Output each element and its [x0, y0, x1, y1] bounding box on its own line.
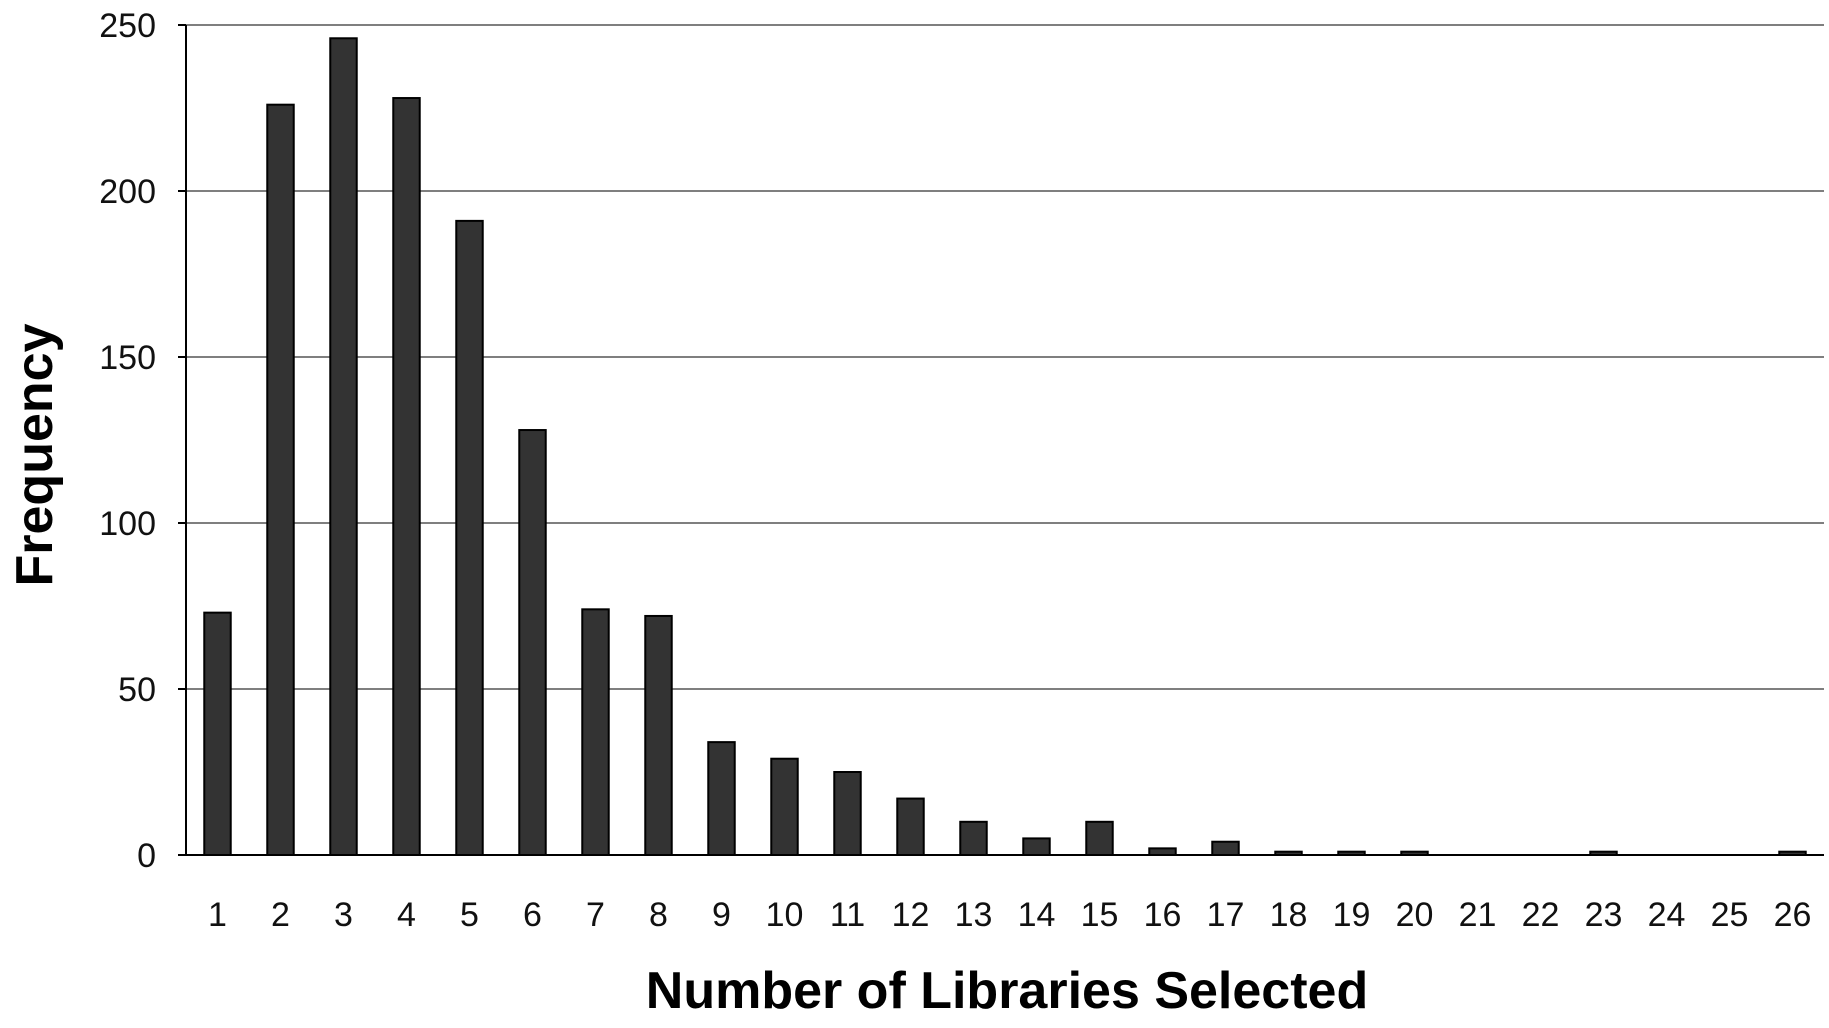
x-tick-label: 22: [1522, 896, 1560, 934]
bar: [203, 611, 232, 857]
x-tick-label: 16: [1144, 896, 1182, 934]
x-tick-label: 12: [892, 896, 930, 934]
bar: [392, 97, 421, 857]
x-tick-label: 8: [649, 896, 668, 934]
y-tick-label: 50: [118, 671, 156, 709]
x-tick-label: 9: [712, 896, 731, 934]
x-tick-label: 17: [1207, 896, 1245, 934]
bar: [1022, 837, 1051, 857]
bar: [1211, 840, 1240, 856]
bar: [266, 103, 295, 857]
bar: [833, 771, 862, 856]
x-tick-label: 10: [766, 896, 804, 934]
bar: [455, 219, 484, 856]
bar: [896, 797, 925, 856]
bar: [770, 757, 799, 856]
x-tick-label: 26: [1774, 896, 1812, 934]
x-tick-label: 13: [955, 896, 993, 934]
x-tick-label: 19: [1333, 896, 1371, 934]
x-tick-label: 21: [1459, 896, 1497, 934]
y-tick-labels: 0 50 100 150 200 250: [99, 7, 156, 875]
x-axis-title: Number of Libraries Selected: [646, 962, 1368, 1020]
x-tick-label: 15: [1081, 896, 1119, 934]
x-tick-label: 4: [397, 896, 416, 934]
x-tick-label: 11: [830, 896, 865, 934]
bar: [707, 741, 736, 856]
x-tick-label: 20: [1396, 896, 1434, 934]
gridlines: [178, 24, 1824, 856]
bar: [1085, 820, 1114, 856]
x-tick-label: 23: [1585, 896, 1623, 934]
bar: [959, 820, 988, 856]
y-tick-label: 0: [137, 837, 156, 875]
x-tick-label: 5: [460, 896, 479, 934]
bar: [329, 37, 358, 856]
x-tick-label: 3: [334, 896, 353, 934]
x-tick-label: 2: [271, 896, 290, 934]
x-tick-label: 18: [1270, 896, 1308, 934]
y-axis-title: Frequency: [6, 323, 64, 586]
axes: [185, 25, 1824, 856]
y-tick-label: 200: [99, 173, 156, 211]
bar: [518, 429, 547, 856]
x-tick-label: 1: [208, 896, 227, 934]
x-tick-labels: 1 2 3 4 5 6 7 8 9 10 11 12 13 14 15 16 17 18 19 20 21 22 23 24 2…: [208, 896, 1811, 934]
x-tick-label: 24: [1648, 896, 1686, 934]
bar: [644, 614, 673, 857]
y-tick-label: 250: [99, 7, 156, 45]
x-tick-label: 7: [586, 896, 605, 934]
y-tick-label: 100: [99, 505, 156, 543]
x-tick-label: 14: [1018, 896, 1056, 934]
x-tick-label: 6: [523, 896, 542, 934]
bars: [203, 37, 1807, 857]
y-tick-label: 150: [99, 339, 156, 377]
x-tick-label: 25: [1711, 896, 1749, 934]
bar: [581, 608, 610, 856]
